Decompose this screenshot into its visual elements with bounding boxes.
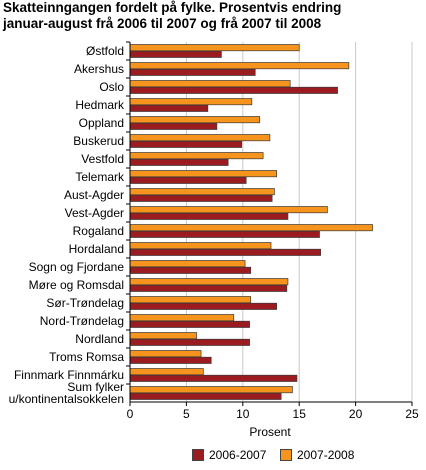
bar-s0-1: [129, 68, 256, 76]
bar-s1-19: [129, 386, 293, 394]
bar-s0-15: [129, 320, 250, 328]
category-label-4: Oppland: [79, 116, 124, 130]
chart-title: Skatteinngangen fordelt på fylke. Prosen…: [3, 0, 423, 32]
legend-item-series1: 2006-2007: [192, 448, 266, 462]
category-label-10: Rogaland: [73, 224, 124, 238]
category-label-6: Vestfold: [81, 152, 124, 166]
bar-s0-5: [129, 140, 243, 148]
bar-s0-19: [129, 392, 282, 400]
category-label-19-line1: Sum fylker: [67, 380, 124, 394]
bar-s1-7: [129, 170, 277, 178]
x-tick-label-20: 20: [349, 407, 363, 421]
category-label-19-line2: u/kontinentalsokkelen: [9, 392, 124, 406]
bar-s0-9: [129, 212, 289, 220]
category-label-7: Telemark: [75, 170, 125, 184]
x-tick-label-10: 10: [236, 407, 250, 421]
bar-s1-6: [129, 152, 264, 160]
category-label-5: Buskerud: [73, 134, 124, 148]
axis-layer: 0 5 10 15 20 25: [126, 41, 419, 421]
bar-s0-4: [129, 122, 218, 130]
bar-s0-11: [129, 248, 321, 256]
category-label-8: Aust-Agder: [64, 188, 124, 202]
bar-s1-10: [129, 224, 373, 232]
bar-s0-13: [129, 284, 288, 292]
x-tick-label-25: 25: [405, 407, 419, 421]
bar-s0-3: [129, 104, 209, 112]
bar-s0-10: [129, 230, 320, 238]
bar-s1-13: [129, 278, 289, 286]
x-tick-label-5: 5: [183, 407, 190, 421]
x-tick-label-0: 0: [127, 407, 134, 421]
category-label-11: Hordaland: [69, 242, 124, 256]
bar-s0-7: [129, 176, 247, 184]
bar-s0-12: [129, 266, 252, 274]
category-label-1: Akershus: [74, 62, 124, 76]
legend-label-series2: 2007-2008: [297, 448, 355, 462]
legend-swatch-series2: [280, 449, 292, 461]
bar-s0-0: [129, 50, 222, 58]
bar-s0-8: [129, 194, 273, 202]
category-label-9: Vest-Agder: [65, 206, 124, 220]
bar-s1-18: [129, 368, 204, 376]
bar-s0-17: [129, 356, 212, 364]
bar-s1-15: [129, 314, 235, 322]
bar-s1-4: [129, 116, 261, 124]
x-axis-label: Prosent: [249, 425, 291, 439]
bar-s1-8: [129, 188, 275, 196]
bar-s0-16: [129, 338, 250, 346]
bar-s1-9: [129, 206, 328, 214]
bar-s1-17: [129, 350, 202, 358]
bar-s1-11: [129, 242, 272, 250]
bar-s1-0: [129, 44, 300, 52]
category-label-16: Nordland: [75, 332, 124, 346]
category-label-15: Nord-Trøndelag: [40, 314, 124, 328]
legend: 2006-2007 2007-2008: [0, 448, 426, 466]
chart-subtitle: januar-august frå 2006 til 2007 og frå 2…: [3, 16, 322, 31]
grid-layer: [185, 42, 413, 402]
category-label-17: Troms Romsa: [49, 350, 124, 364]
category-label-14: Sør-Trøndelag: [46, 296, 124, 310]
category-label-13: Møre og Romsdal: [29, 278, 124, 292]
bar-s1-2: [129, 80, 291, 88]
bar-s1-16: [129, 332, 197, 340]
bar-s1-3: [129, 98, 253, 106]
bar-s1-5: [129, 134, 271, 142]
bar-s1-14: [129, 296, 252, 304]
bars-layer: [129, 44, 373, 400]
category-label-19: Sum fylker u/kontinentalsokkelen: [9, 380, 124, 406]
bar-s1-1: [129, 62, 350, 70]
labels-layer: Østfold Akershus Oslo Hedmark Oppland Buskeru…: [9, 44, 125, 406]
bar-s1-12: [129, 260, 246, 268]
bar-s0-18: [129, 374, 298, 382]
legend-label-series1: 2006-2007: [209, 448, 267, 462]
category-label-18: Finnmark Finnmárku: [14, 368, 124, 382]
category-label-3: Hedmark: [75, 98, 125, 112]
legend-swatch-series1: [192, 449, 204, 461]
bar-s0-6: [129, 158, 229, 166]
category-label-2: Oslo: [99, 80, 124, 94]
bar-s0-14: [129, 302, 277, 310]
category-label-0: Østfold: [86, 44, 124, 58]
bar-s0-2: [129, 86, 338, 94]
chart-title-line1: Skatteinngangen fordelt på fylke. Prosen…: [3, 0, 342, 15]
bar-chart: 0 5 10 15 20 25 Østfold Akershus Oslo Hedmark Opp…: [9, 41, 419, 439]
category-label-12: Sogn og Fjordane: [29, 260, 125, 274]
legend-item-series2: 2007-2008: [280, 448, 354, 462]
x-tick-label-15: 15: [293, 407, 307, 421]
